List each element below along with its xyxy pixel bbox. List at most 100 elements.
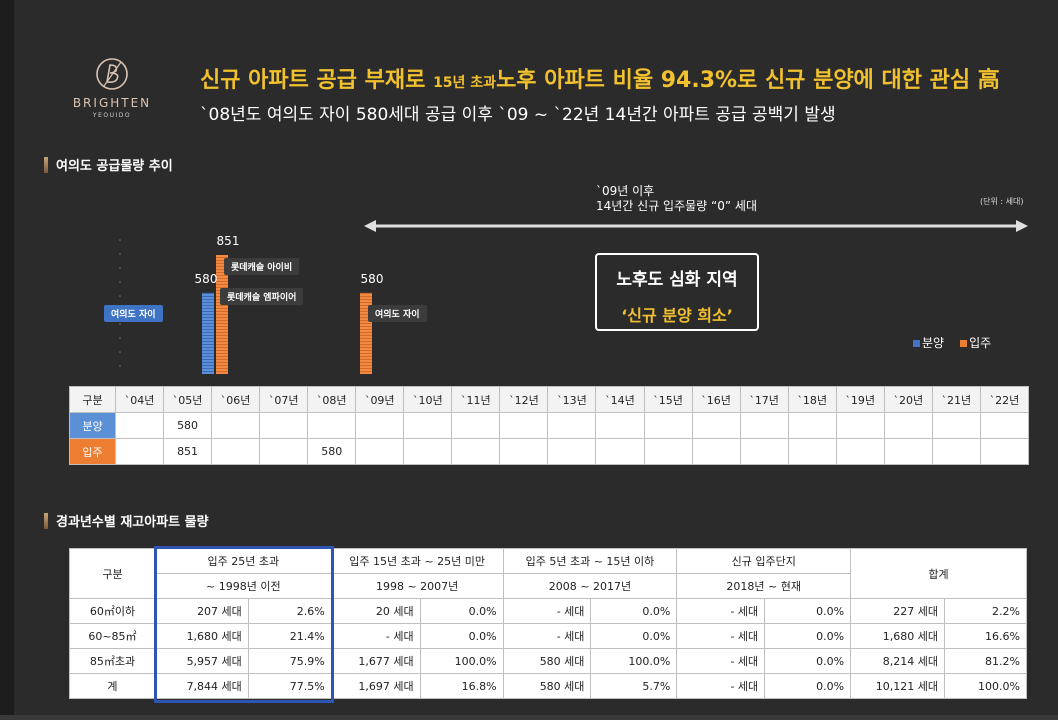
supply-cell (211, 438, 261, 465)
stock-cell: 10,121 세대 (850, 673, 945, 699)
gap-period-arrow (364, 220, 1028, 232)
supply-cell (595, 438, 645, 465)
table-row: 60~85㎡ 1,680 세대 21.4% - 세대 0.0% - 세대 0.0% - 세대 0… (69, 623, 1028, 649)
stock-row-label: 계 (69, 673, 156, 699)
stock-cell: 0.0% (764, 598, 852, 624)
stock-cell: 100.0% (590, 648, 678, 674)
unit-label: (단위 : 세대) (980, 197, 1024, 206)
supply-cell (259, 412, 309, 439)
stock-cell: - 세대 (502, 623, 592, 649)
left-edge-bar (0, 0, 14, 720)
supply-cell (307, 412, 357, 439)
supply-table-year: `05년 (163, 386, 213, 413)
supply-cell (979, 412, 1030, 439)
supply-cell (643, 438, 693, 465)
stock-cell: - 세대 (676, 623, 766, 649)
supply-table-year: `07년 (259, 386, 309, 413)
axis-dot (119, 253, 121, 255)
tag-lotte-castle-ivy: 롯데캐슬 아이비 (224, 258, 300, 275)
page-title: 신규 아파트 공급 부재로 15년 초과노후 아파트 비율 94.3%로 신규 … (200, 62, 1000, 94)
supply-cell (499, 412, 549, 439)
axis-dot (119, 295, 121, 297)
stock-cell: 0.0% (590, 623, 678, 649)
stock-cell: 1,697 세대 (330, 673, 421, 699)
stock-cell: - 세대 (676, 598, 766, 624)
supply-cell (595, 412, 645, 439)
supply-table-year: `16년 (691, 386, 741, 413)
data-label: 580 (195, 272, 218, 286)
legend-item-bunyang: 분양 (913, 334, 944, 351)
supply-table-year: `06년 (211, 386, 261, 413)
supply-row-label: 입주 (69, 438, 116, 465)
supply-table-year: `20년 (883, 386, 933, 413)
stock-group-top: 입주 5년 초과 ~ 15년 이하 (502, 548, 678, 574)
legend-item-ipju: 입주 (960, 334, 991, 351)
callout-main: 노후도 심화 지역 (616, 270, 738, 290)
table-row: 계 7,844 세대 77.5% 1,697 세대 16.8% 580 세대 5.7% - 세… (69, 673, 1028, 699)
supply-cell (355, 412, 405, 439)
stock-table-col-label: 구분 (69, 548, 156, 599)
supply-cell (451, 438, 501, 465)
stock-table-header-row: 구분 입주 25년 초과 입주 15년 초과 ~ 25년 미만 입주 5년 초과 ~ … (69, 548, 1027, 599)
supply-table-year: `22년 (979, 386, 1030, 413)
axis-dots (119, 239, 121, 367)
stock-cell: 5.7% (590, 673, 678, 699)
supply-cell: 580 (307, 438, 357, 465)
stock-cell: - 세대 (502, 598, 592, 624)
supply-cell (787, 412, 837, 439)
stock-cell: - 세대 (676, 648, 766, 674)
stock-cell: 16.8% (419, 673, 504, 699)
stock-cell: 0.0% (764, 673, 852, 699)
bar-bunyang-1 (202, 292, 214, 374)
supply-cell (114, 412, 165, 439)
stock-cell: 21.4% (247, 623, 332, 649)
supply-cell (355, 438, 405, 465)
stock-group-top: 신규 입주단지 (676, 548, 852, 574)
stock-cell: 2.6% (247, 598, 332, 624)
stock-cell: 0.0% (419, 623, 504, 649)
title-part1: 신규 아파트 공급 부재로 (200, 68, 426, 93)
brand-logo: BRIGHTEN YEOUIDO (62, 56, 162, 119)
stock-cell: - 세대 (330, 623, 421, 649)
arrow-note-line1: `09년 이후 (596, 184, 655, 198)
stock-cell: 0.0% (590, 598, 678, 624)
supply-table-year: `13년 (547, 386, 597, 413)
supply-cell (259, 438, 309, 465)
table-row: 85㎡초과 5,957 세대 75.9% 1,677 세대 100.0% 580 세대 10… (69, 648, 1028, 674)
stock-cell: 0.0% (764, 648, 852, 674)
supply-cell (691, 412, 741, 439)
supply-table-year: `12년 (499, 386, 549, 413)
chart-legend: 분양 입주 (913, 334, 991, 351)
axis-dot (119, 351, 121, 353)
stock-cell: 100.0% (943, 673, 1028, 699)
data-label: 580 (361, 272, 384, 286)
supply-cell (643, 412, 693, 439)
arrow-note-line2: 14년간 신규 입주물량 “0” 세대 (596, 199, 757, 213)
supply-cell (739, 412, 789, 439)
supply-cell (883, 438, 933, 465)
legend-label-bunyang: 분양 (922, 336, 945, 350)
stock-cell: 1,680 세대 (154, 623, 249, 649)
section-title-supply: 여의도 공급물량 추이 (56, 159, 173, 174)
stock-cell: 7,844 세대 (154, 673, 249, 699)
supply-table-year: `09년 (355, 386, 405, 413)
supply-table-year: `08년 (307, 386, 357, 413)
supply-cell (931, 438, 981, 465)
title-part2: 노후 아파트 비율 94.3%로 신규 분양에 대한 관심 高 (496, 68, 1000, 93)
bar-labels-group: 580 851 580 (195, 234, 384, 286)
brighten-logo-icon (96, 58, 128, 90)
stock-group-top: 합계 (850, 548, 1027, 599)
supply-table-header-row: 구분 `04년 `05년 `06년 `07년 `08년 `09년 `10년 `11년 `12년 `1… (69, 386, 1030, 413)
axis-dot (119, 267, 121, 269)
stock-group-sub: 2018년 ~ 현재 (676, 573, 852, 599)
legend-swatch-blue (913, 340, 920, 347)
table-row: 분양 580 (69, 412, 1030, 439)
bar-ipju-1 (216, 255, 228, 374)
stock-cell: 100.0% (419, 648, 504, 674)
page-subtitle: `08년도 여의도 자이 580세대 공급 이후 `09 ~ `22년 14년간… (200, 105, 836, 125)
supply-cell (403, 412, 453, 439)
table-row: 입주 851 580 (69, 438, 1030, 465)
arrow-note: `09년 이후 14년간 신규 입주물량 “0” 세대 (596, 184, 757, 214)
section-header-supply: 여의도 공급물량 추이 (44, 155, 173, 174)
axis-dot (119, 323, 121, 325)
